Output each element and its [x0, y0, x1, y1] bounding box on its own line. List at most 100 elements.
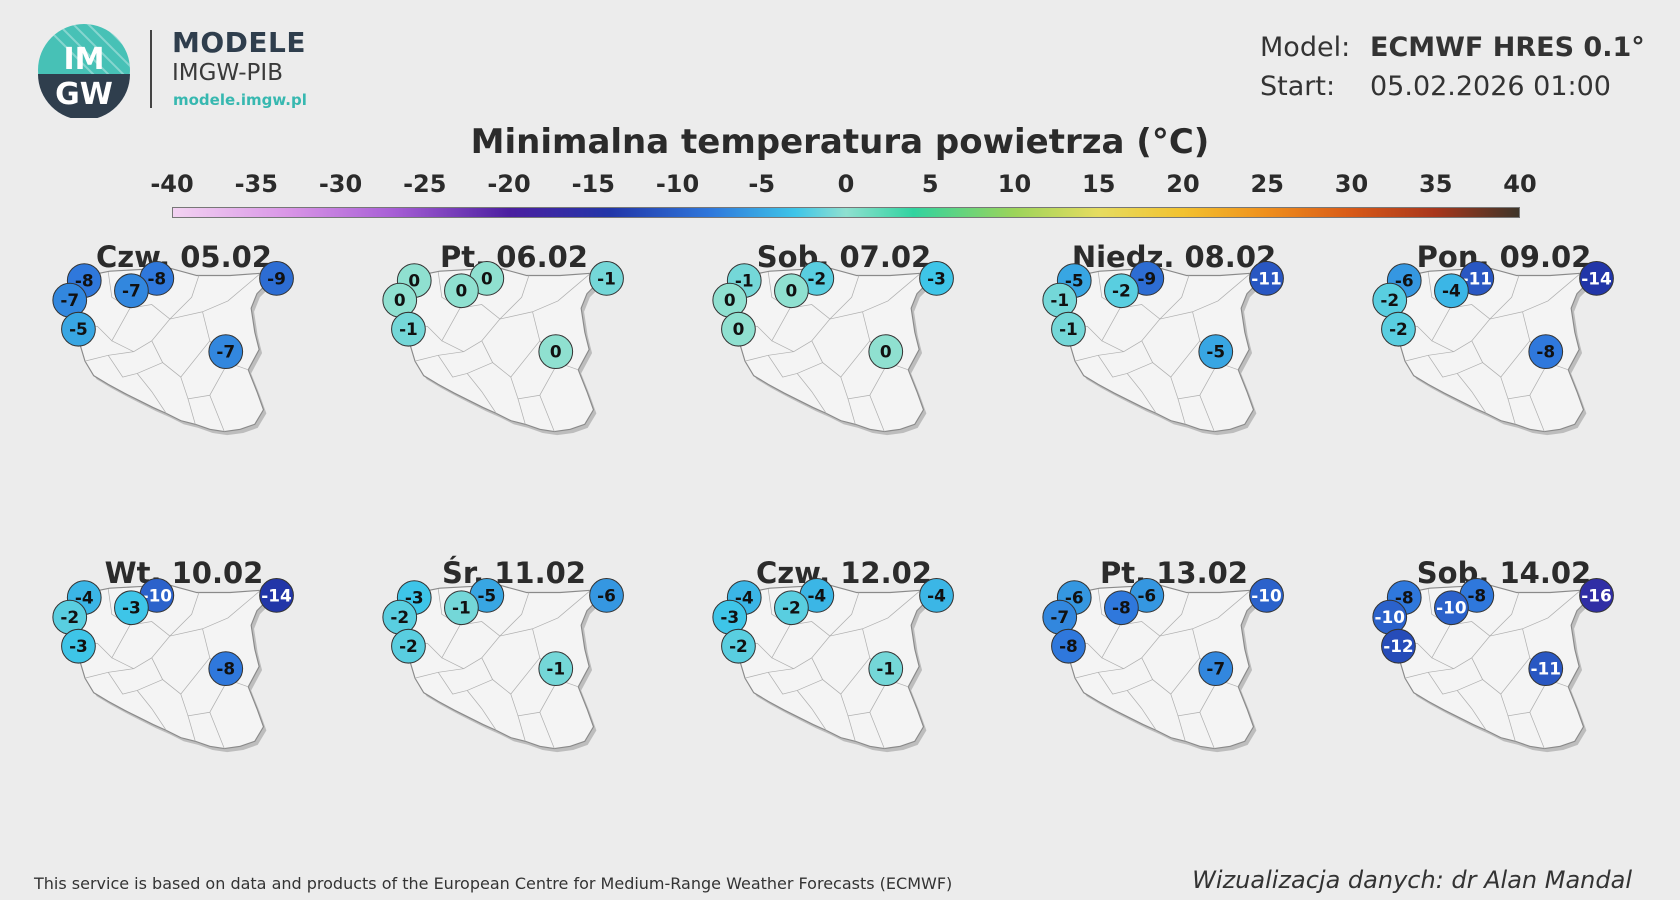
station-marker: [208, 334, 244, 370]
map-title: Minimalna temperatura powietrza (°C): [470, 122, 1210, 162]
colorbar-tick-label: -20: [487, 170, 531, 198]
station-value: -1: [399, 319, 418, 339]
region-border: [1126, 373, 1157, 414]
station-value: -11: [1251, 268, 1281, 288]
region-border: [1431, 635, 1491, 670]
region-border: [151, 657, 211, 695]
station-value: -10: [142, 585, 172, 605]
station-marker: [1051, 311, 1086, 347]
region-border: [1097, 355, 1153, 378]
region-border: [437, 672, 493, 695]
station-marker: [721, 628, 756, 664]
day-title: Czw. 12.02: [756, 556, 932, 590]
colorbar-tick-label: -15: [571, 170, 615, 198]
station-value: 0: [456, 281, 468, 301]
station-value: -5: [1065, 270, 1084, 290]
station-value: -16: [1581, 585, 1611, 605]
station-marker: [538, 334, 574, 370]
region-border: [1126, 690, 1157, 731]
region-border: [1456, 373, 1487, 414]
region-border: [539, 712, 555, 749]
station-marker: [391, 628, 426, 664]
region-border: [1177, 715, 1186, 742]
region-border: [499, 273, 591, 320]
region-border: [1427, 271, 1520, 320]
colorbar-ticks: -40 -35 -30 -25 -20 -15 -10 -5 0 5 10 15 20 25 30 35 40: [0, 170, 1680, 204]
country-outline: [394, 584, 605, 750]
station-value: -12: [1383, 636, 1413, 656]
station-value: -2: [399, 636, 418, 656]
colorbar-tick-label: 20: [1166, 170, 1200, 198]
country-outline: [724, 584, 935, 750]
region-border: [1177, 398, 1186, 425]
region-border: [796, 690, 827, 731]
station-value: -1: [876, 659, 895, 679]
start-value: 05.02.2026 01:00: [1370, 71, 1611, 102]
day-title: Wt. 10.02: [104, 556, 264, 590]
model-info: Model: ECMWF HRES 0.1°: [1260, 32, 1645, 63]
region-border: [1529, 712, 1545, 749]
brand-title: MODELE: [172, 26, 307, 59]
station-value: -14: [1581, 268, 1611, 288]
station-value: -4: [927, 585, 946, 605]
station-value: -9: [267, 268, 286, 288]
region-border: [111, 635, 171, 670]
country-outline: [64, 267, 275, 433]
station-value: -2: [60, 607, 79, 627]
station-value: -6: [1137, 585, 1156, 605]
region-border: [1427, 355, 1483, 378]
colorbar-tick-label: -10: [655, 170, 700, 198]
region-border: [437, 271, 530, 320]
station-marker: [774, 273, 809, 309]
region-border: [1199, 395, 1215, 432]
station-value: 0: [786, 281, 798, 301]
region-border: [187, 715, 196, 742]
station-value: -7: [216, 342, 235, 362]
station-value: -10: [1251, 585, 1281, 605]
station-value: -4: [735, 587, 754, 607]
day-map: -3-5-6-10-1-3-5-1-2-2-2-10-10: [382, 578, 624, 753]
colorbar-tick-label: 5: [921, 170, 939, 198]
station-marker: [391, 311, 426, 347]
footer-credit: Wizualizacja danych: dr Alan Mandal: [1192, 866, 1632, 894]
colorbar-tick-label: -30: [318, 170, 363, 198]
region-border: [169, 590, 261, 637]
station-value: -8: [1395, 587, 1414, 607]
region-border: [1141, 340, 1201, 378]
region-border: [811, 340, 871, 378]
station-marker: [1249, 261, 1284, 296]
region-border: [796, 373, 827, 414]
region-border: [1170, 362, 1219, 400]
footer-source: This service is based on data and produc…: [34, 874, 953, 893]
start-label: Start:: [1260, 71, 1336, 102]
station-value: 0: [733, 319, 745, 339]
station-value: -7: [1206, 659, 1225, 679]
region-border: [1170, 679, 1219, 717]
station-marker: [1051, 628, 1086, 664]
region-border: [481, 340, 541, 378]
colorbar-tick-label: 30: [1334, 170, 1369, 198]
station-value: -2: [782, 598, 801, 618]
day-title: Śr. 11.02: [442, 556, 586, 590]
station-value: -5: [69, 319, 88, 339]
brand-url-link[interactable]: modele.imgw.pl: [173, 91, 307, 109]
station-value: -6: [597, 585, 616, 605]
station-value: -14: [261, 585, 291, 605]
station-marker: [259, 261, 294, 296]
country-outline: [64, 584, 275, 750]
station-value: -10: [1436, 598, 1466, 618]
station-value: -3: [927, 268, 946, 288]
station-value: -1: [597, 268, 616, 288]
region-border: [1199, 712, 1215, 749]
day-map: -1-2-3-500-4000-20000: [712, 261, 954, 436]
station-value: -3: [122, 598, 141, 618]
region-border: [1489, 590, 1581, 637]
day-title: Pt. 13.02: [1100, 556, 1248, 590]
colorbar-tick-label: 0: [837, 170, 855, 198]
station-value: 0: [394, 290, 406, 310]
station-marker: [919, 578, 954, 613]
station-value: -1: [452, 598, 471, 618]
day-map: -8-8-9-10-7-8-9-7-7-5-6-7-2-2-1: [52, 261, 294, 436]
station-marker: [259, 578, 294, 613]
station-value: -1: [546, 659, 565, 679]
